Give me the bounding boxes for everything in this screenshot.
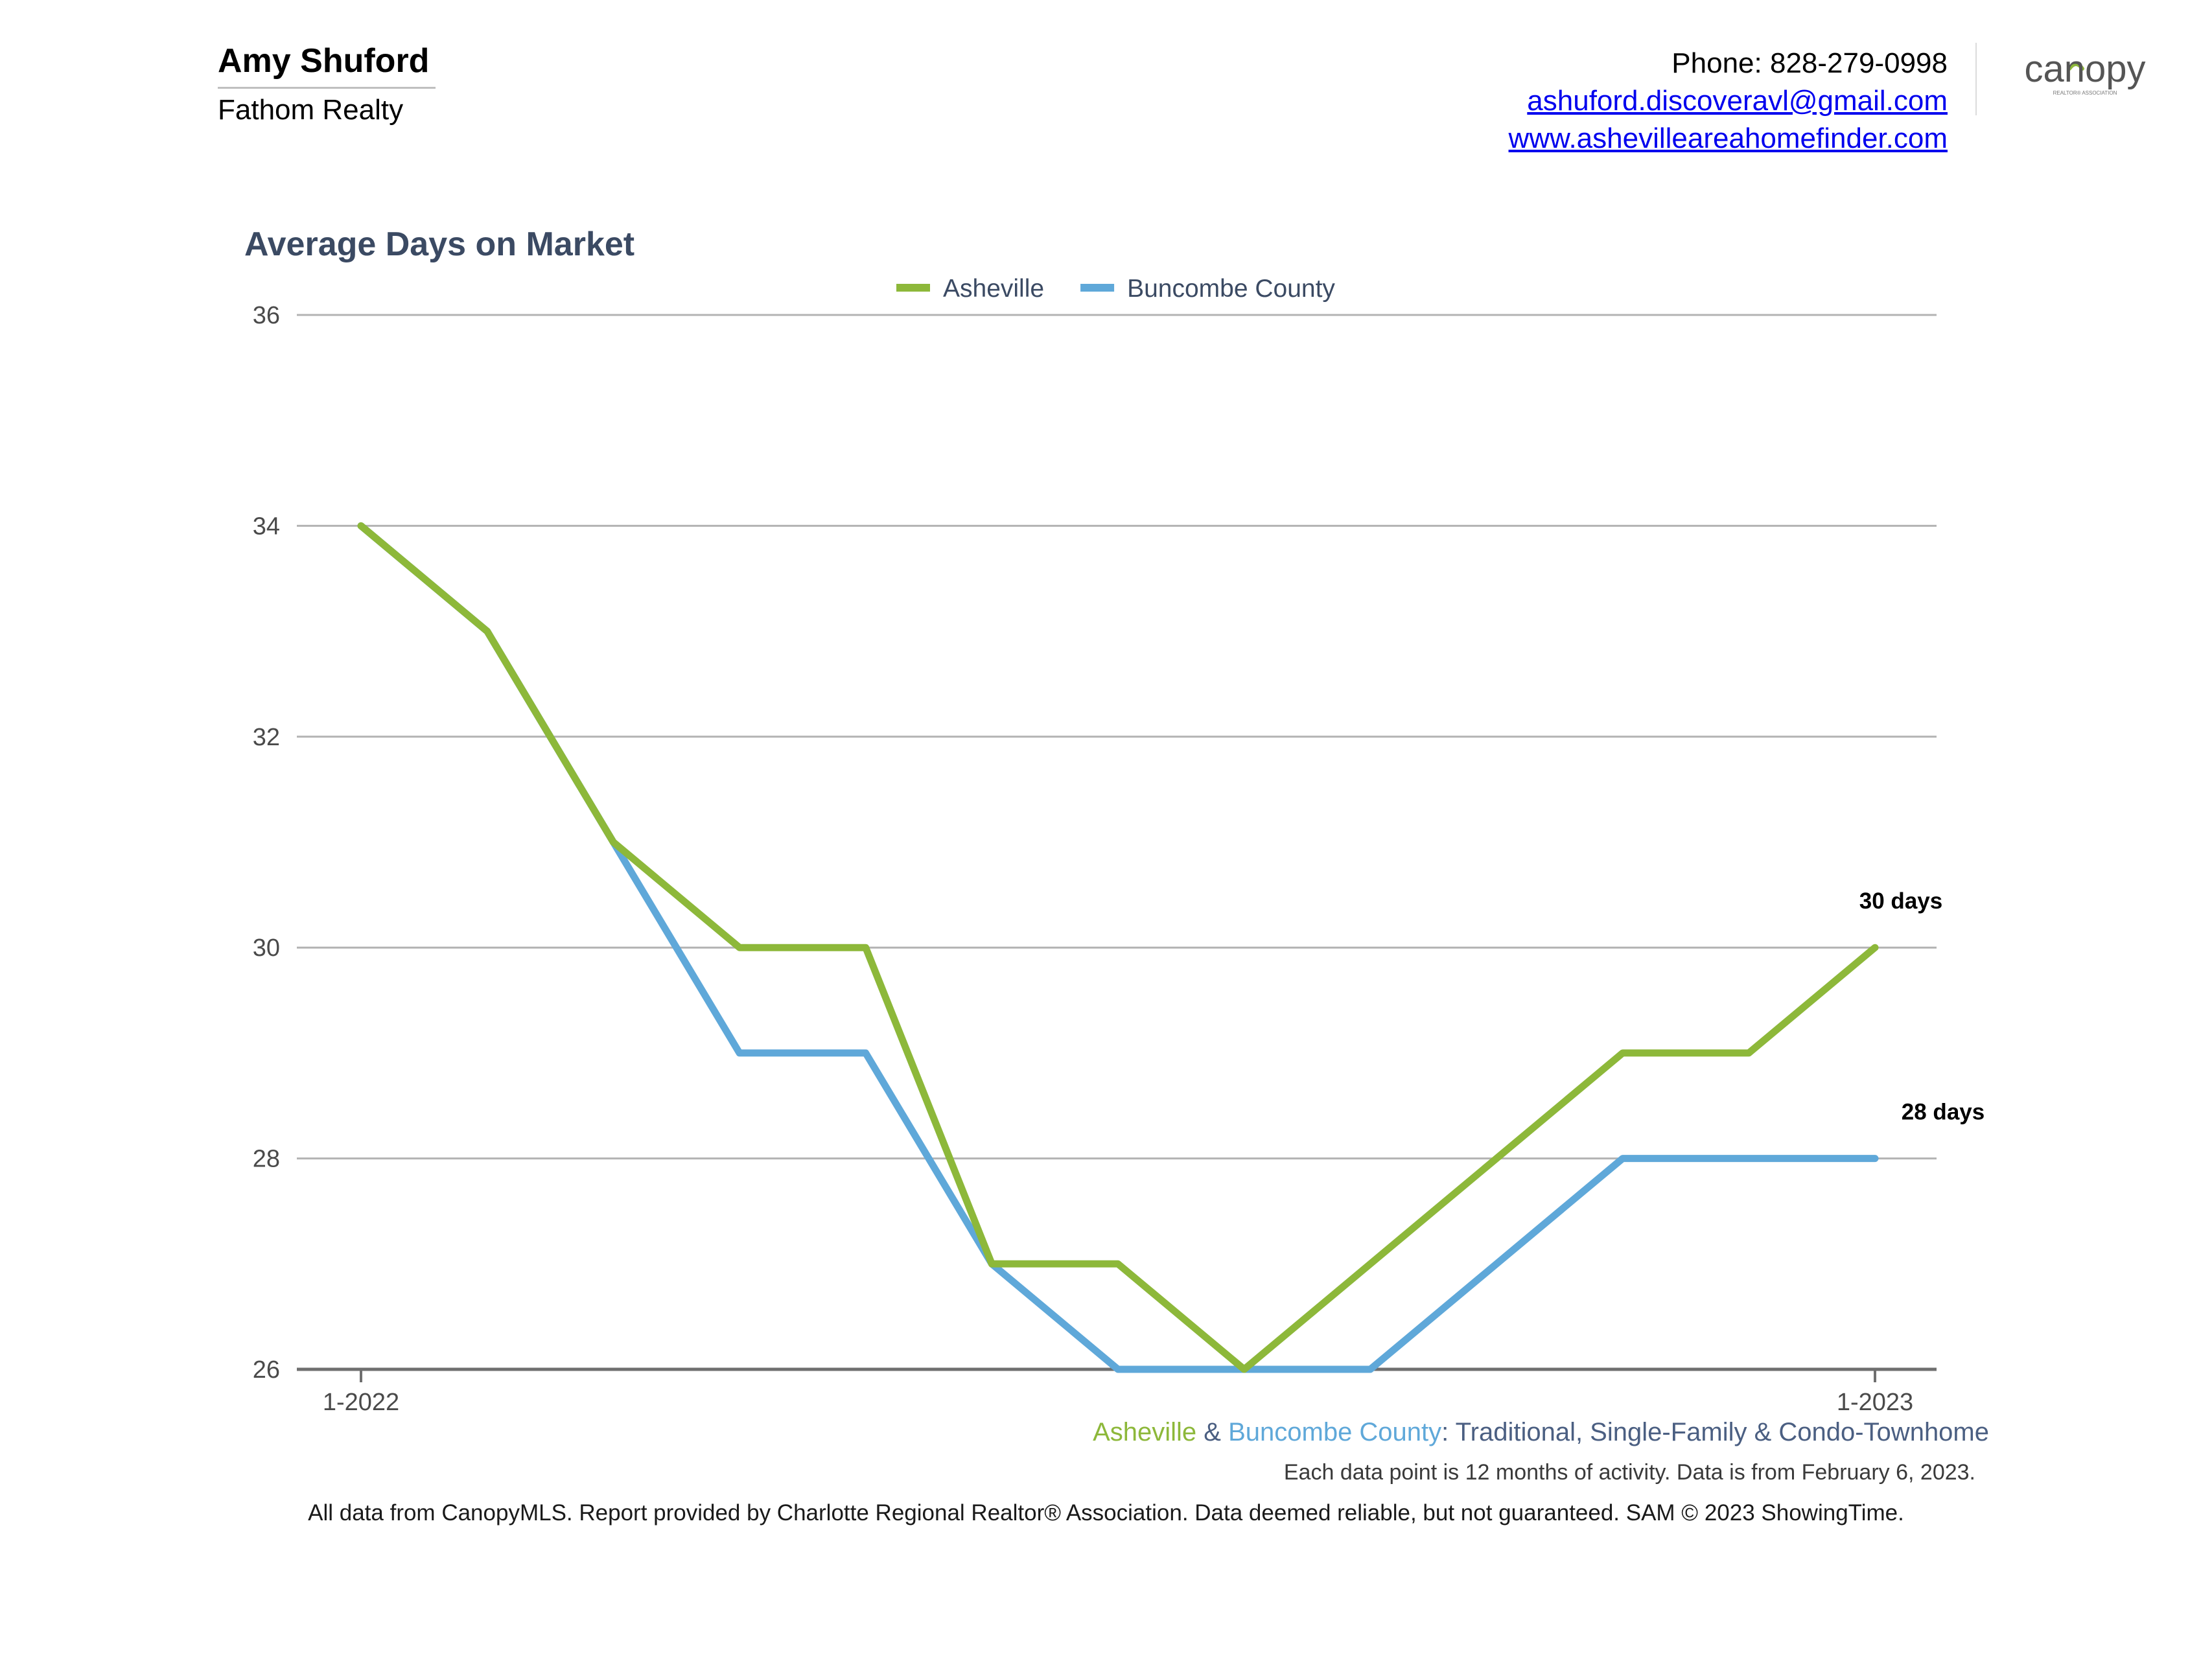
y-axis: 26 28 30 32 34 36 [253, 302, 280, 1384]
legend: Asheville Buncombe County [896, 275, 1335, 303]
chart-title: Average Days on Market [244, 226, 635, 263]
agent-email-link[interactable]: ashuford.discoveravl@gmail.com [1527, 85, 1948, 117]
x-tick-label: 1-2022 [323, 1389, 399, 1416]
canopy-logo-arc [2067, 62, 2084, 71]
x-tick-label: 1-2023 [1837, 1389, 1913, 1416]
footer-disclaimer: All data from CanopyMLS. Report provided… [308, 1500, 1904, 1526]
end-label-asheville: 30 days [1859, 888, 1942, 914]
canopy-logo-tagline: REALTOR® ASSOCIATION [2053, 90, 2117, 96]
y-tick-label: 34 [253, 513, 280, 540]
end-labels: 30 days 28 days [1859, 888, 1985, 1124]
y-tick-label: 36 [253, 302, 280, 329]
y-tick-label: 32 [253, 724, 280, 751]
y-tick-label: 28 [253, 1146, 280, 1173]
caption-joiner: & [1196, 1418, 1229, 1446]
agent-name-underline [218, 87, 436, 89]
agent-name: Amy Shuford [218, 42, 430, 80]
canopy-logo: canopy REALTOR® ASSOCIATION [2024, 48, 2145, 96]
canopy-logo-wordmark: canopy [2024, 48, 2145, 90]
caption-series-b: Buncombe County [1228, 1418, 1442, 1446]
agent-company: Fathom Realty [218, 94, 404, 126]
caption-series-a: Asheville [1093, 1418, 1197, 1446]
gridlines [297, 314, 1937, 1371]
header-divider [1975, 43, 1977, 115]
data-note: Each data point is 12 months of activity… [1283, 1460, 1975, 1485]
agent-phone: Phone: 828-279-0998 [1671, 47, 1948, 79]
y-tick-label: 30 [253, 934, 280, 962]
end-label-buncombe-county: 28 days [1902, 1100, 1985, 1125]
chart-caption: Asheville & Buncombe County: Traditional… [1093, 1417, 1989, 1448]
series-line-asheville [357, 522, 1879, 1373]
x-axis: 1-2022 1-2023 [323, 1369, 1913, 1416]
y-tick-label: 26 [253, 1356, 280, 1384]
legend-label-buncombe-county: Buncombe County [1127, 275, 1335, 303]
caption-property-types: : Traditional, Single-Family & Condo-Tow… [1441, 1418, 1989, 1446]
legend-label-asheville: Asheville [943, 275, 1044, 303]
agent-website-link[interactable]: www.ashevilleareahomefinder.com [1508, 122, 1948, 154]
series [357, 522, 1879, 1373]
